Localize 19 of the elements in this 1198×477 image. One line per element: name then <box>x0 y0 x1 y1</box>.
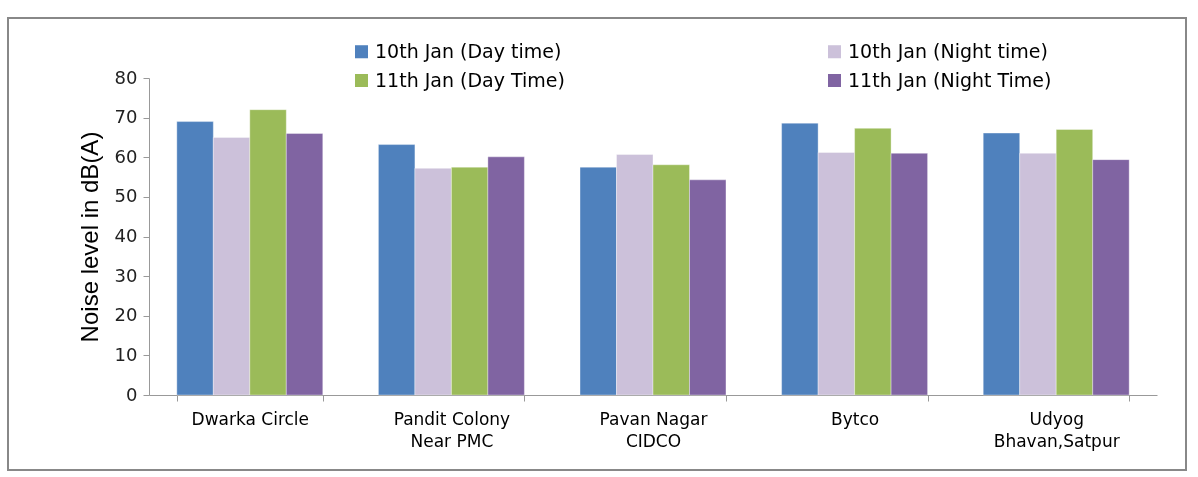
y-tick-label: 80 <box>114 66 138 88</box>
x-tick-label: Dwarka Circle <box>191 408 310 429</box>
x-tick-label: Udyog Bhavan,Satpur <box>993 408 1120 451</box>
y-axis-title: Noise level in dB(A) <box>75 131 103 343</box>
x-tick-label: Pavan Nagar CIDCO <box>599 408 708 451</box>
y-tick-label: 60 <box>114 145 138 167</box>
y-tick-label: 0 <box>126 383 138 405</box>
x-tick-label: Pandit Colony Near PMC <box>393 408 511 451</box>
legend-label: 11th Jan (Night Time) <box>848 68 1052 91</box>
y-tick-label: 70 <box>114 106 138 128</box>
legend-label: 10th Jan (Night time) <box>848 39 1048 62</box>
y-tick-label: 10 <box>114 343 138 365</box>
y-tick-label: 50 <box>114 185 138 207</box>
y-tick-label: 20 <box>114 304 138 326</box>
legend-label: 10th Jan (Day time) <box>375 39 562 62</box>
y-tick-label: 30 <box>114 264 138 286</box>
y-tick-label: 40 <box>114 225 138 246</box>
legend-label: 11th Jan (Day Time) <box>375 68 565 91</box>
x-tick-label: Bytco <box>831 408 880 429</box>
